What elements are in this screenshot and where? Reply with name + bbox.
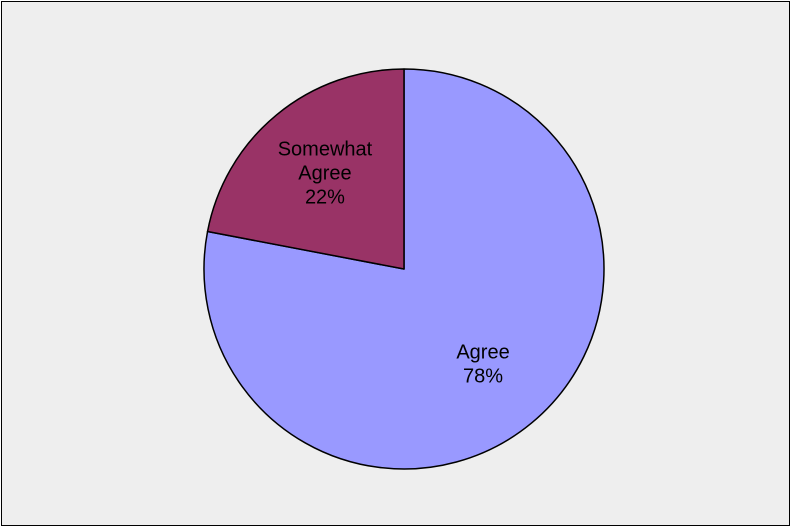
data-label-agree: Agree 78% xyxy=(456,342,509,388)
data-label-category: Agree xyxy=(456,342,509,364)
data-label-percent: 78% xyxy=(463,366,503,388)
pie-slice-somewhat-agree xyxy=(206,68,405,270)
pie-data-labels: Agree 78%Somewhat Agree 22% xyxy=(278,138,510,387)
pie-slices xyxy=(203,68,605,470)
data-label-category: Somewhat xyxy=(278,138,373,160)
data-label-percent: 22% xyxy=(305,186,345,208)
data-label-category: Agree xyxy=(298,162,351,184)
data-label-somewhat-agree: Somewhat Agree 22% xyxy=(278,138,373,208)
